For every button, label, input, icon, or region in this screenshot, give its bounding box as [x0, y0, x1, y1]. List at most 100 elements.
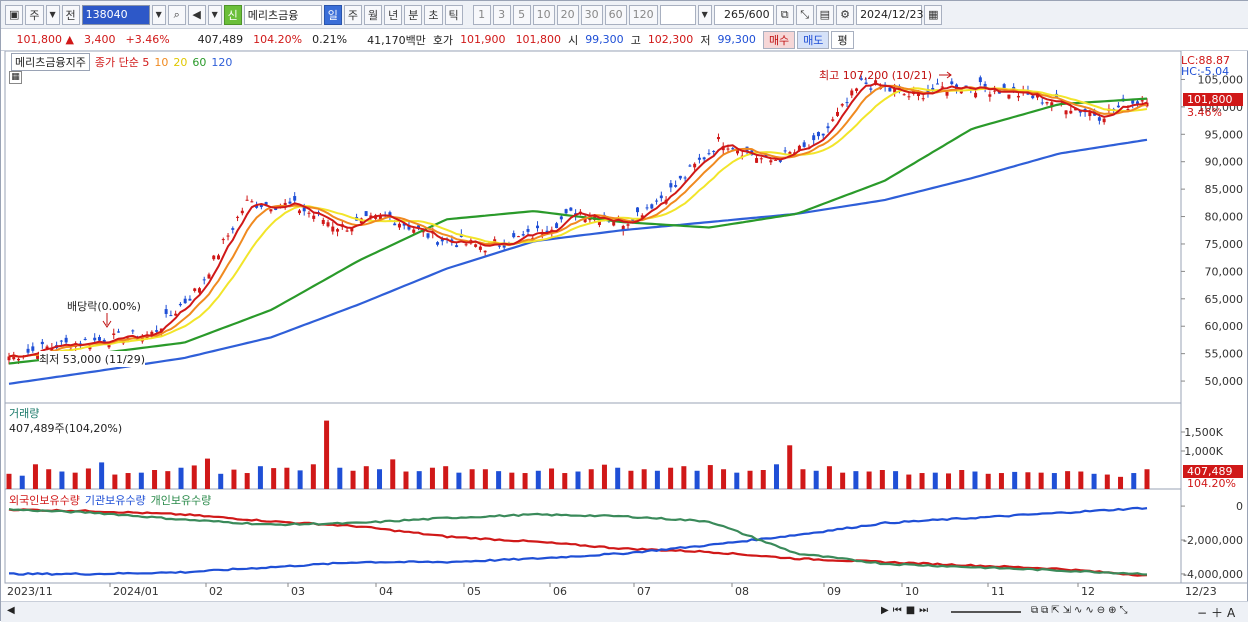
period-second[interactable]: 초: [424, 4, 443, 25]
candle-body: [1035, 94, 1039, 98]
code-dropdown-icon[interactable]: ▼: [151, 4, 166, 25]
view-select[interactable]: 전: [61, 4, 80, 25]
volume-bar: [350, 470, 356, 489]
candle-body: [150, 331, 154, 336]
candle-body: [188, 298, 192, 301]
draw-tool-icon[interactable]: ⤡: [795, 4, 814, 25]
scroll-bar[interactable]: ◀ ▶⏮■⏭ ⧉⧉⇱⇲∿∿⊖⊕⤡ −＋A: [1, 601, 1248, 622]
candle-body: [402, 223, 406, 226]
candle-body: [845, 102, 849, 104]
interval-3[interactable]: 3: [492, 4, 511, 25]
volume-bar: [178, 467, 184, 489]
candle-body: [612, 221, 616, 226]
candle-body: [555, 223, 559, 228]
zoom-controls[interactable]: −＋A: [1197, 606, 1240, 620]
x-tick-label: 2023/11: [7, 585, 53, 598]
volume-bar: [72, 472, 78, 489]
volume-bar: [879, 470, 885, 489]
gear-icon[interactable]: ⚙: [836, 4, 855, 25]
x-tick-label: 11: [991, 585, 1005, 598]
period-year[interactable]: 년: [384, 4, 403, 25]
toolbar: ▣ 주 ▼ 전 138040 ▼ ⌕ ◀ ▼ 신 메리츠금융 일 주 월 년 분…: [1, 1, 1248, 29]
search-icon[interactable]: ⌕: [167, 4, 186, 25]
volume-title: 거래량: [9, 407, 40, 420]
period-week[interactable]: 주: [343, 4, 363, 25]
candle-body: [412, 229, 416, 233]
candle-tool-icon[interactable]: ⧉: [775, 4, 794, 25]
interval-dropdown-icon[interactable]: ▼: [697, 4, 712, 25]
eval-button[interactable]: 평: [831, 30, 854, 49]
chart-canvas[interactable]: 105,000100,00095,00090,00085,00080,00075…: [1, 50, 1248, 622]
volume-bar: [271, 468, 277, 489]
playback-controls[interactable]: ▶⏮■⏭: [881, 605, 933, 616]
chevron-down-icon[interactable]: ▼: [45, 4, 60, 25]
candle-body: [169, 315, 173, 317]
count-input[interactable]: 265/600: [713, 4, 774, 25]
new-badge: 신: [223, 4, 242, 25]
candle-body: [450, 239, 454, 242]
candle-body: [212, 255, 216, 260]
interval-1[interactable]: 1: [472, 4, 491, 25]
zoom-slider[interactable]: [951, 611, 1021, 613]
candle-body: [12, 354, 16, 360]
volume-bar: [390, 459, 396, 489]
candle-body: [26, 348, 30, 353]
grid-icon[interactable]: ▦: [9, 71, 22, 84]
calendar-icon[interactable]: ▦: [924, 4, 943, 25]
period-minute[interactable]: 분: [404, 4, 423, 25]
candle-body: [1002, 84, 1006, 89]
sell-button[interactable]: 매도: [797, 30, 830, 49]
candle-body: [350, 227, 354, 232]
candle-body: [378, 215, 382, 220]
y-tick-label: 65,000: [1205, 293, 1244, 306]
candle-body: [155, 330, 159, 332]
candles: [7, 75, 1149, 365]
date-input[interactable]: 2024/12/23: [856, 4, 923, 25]
buy-button[interactable]: 매수: [762, 30, 796, 49]
candle-body: [736, 150, 740, 154]
candle-body: [683, 177, 687, 179]
bid-label: 호가: [432, 33, 454, 47]
candle-body: [502, 244, 506, 248]
count-value: 265: [723, 8, 745, 21]
interval-20[interactable]: 20: [556, 4, 579, 25]
ma60-line: [8, 97, 1148, 365]
candle-body: [336, 229, 340, 232]
legend-ma20: 20: [173, 55, 188, 69]
interval-60[interactable]: 60: [604, 4, 627, 25]
save-icon[interactable]: ▤: [815, 4, 835, 25]
candle-body: [193, 288, 197, 291]
candle-body: [183, 298, 187, 304]
candle-body: [83, 338, 87, 341]
stock-code-input[interactable]: 138040: [81, 4, 150, 25]
period-month[interactable]: 월: [364, 4, 383, 25]
x-tick-label: 07: [637, 585, 651, 598]
candle-body: [993, 90, 997, 92]
interval-5[interactable]: 5: [512, 4, 531, 25]
candle-body: [569, 207, 573, 211]
market-select[interactable]: 주: [25, 4, 44, 25]
window-icon[interactable]: ▣: [5, 4, 24, 25]
volume-subtitle: 407,489주(104,20%): [9, 420, 122, 436]
low-label: 저: [700, 33, 711, 47]
candle-body: [893, 88, 897, 93]
vol-tick-label: 1,500K: [1184, 426, 1223, 439]
period-tick[interactable]: 틱: [444, 4, 463, 25]
individual-holdings-line: [8, 508, 1148, 576]
bid-price: 101,800: [515, 33, 562, 46]
speaker-dropdown-icon[interactable]: ▼: [207, 4, 222, 25]
tool-icons[interactable]: ⧉⧉⇱⇲∿∿⊖⊕⤡: [1031, 605, 1131, 616]
x-tick-label: 12: [1081, 585, 1095, 598]
custom-interval-input[interactable]: [659, 4, 696, 25]
volume-bar: [628, 470, 634, 489]
interval-120[interactable]: 120: [628, 4, 658, 25]
interval-30[interactable]: 30: [580, 4, 603, 25]
period-day[interactable]: 일: [323, 4, 342, 25]
speaker-icon[interactable]: ◀: [187, 4, 206, 25]
interval-10[interactable]: 10: [532, 4, 555, 25]
candle-body: [688, 165, 692, 167]
scroll-left-icon[interactable]: ◀: [7, 605, 15, 616]
volume-bar: [191, 465, 197, 489]
candle-body: [1050, 102, 1054, 108]
candle-body: [788, 152, 792, 155]
